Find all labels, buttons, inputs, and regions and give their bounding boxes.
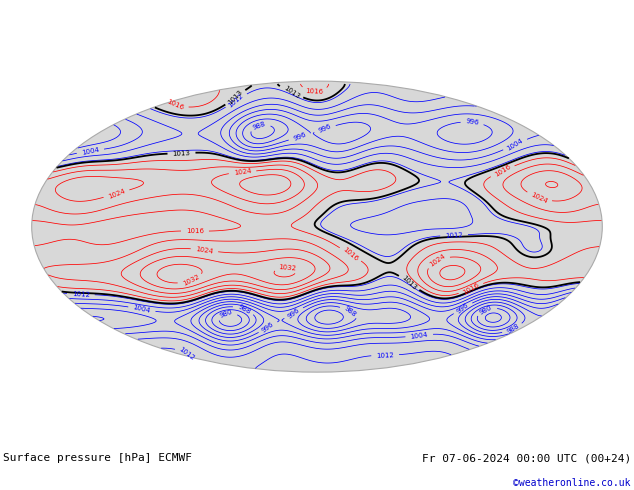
Text: 996: 996 — [292, 131, 307, 142]
Text: 1024: 1024 — [107, 188, 126, 199]
Text: 988: 988 — [236, 303, 252, 315]
Text: 1024: 1024 — [529, 191, 548, 204]
Text: 1004: 1004 — [133, 304, 152, 314]
Text: 996: 996 — [287, 307, 301, 319]
Text: 996: 996 — [261, 321, 275, 334]
Ellipse shape — [32, 81, 602, 372]
Text: 996: 996 — [318, 123, 332, 134]
Text: 1016: 1016 — [342, 246, 359, 263]
Text: 1012: 1012 — [228, 93, 245, 109]
Text: 1016: 1016 — [462, 281, 481, 295]
Text: 1012: 1012 — [178, 346, 196, 362]
Text: 1024: 1024 — [195, 246, 214, 254]
Text: 996: 996 — [465, 119, 479, 126]
Text: 1024: 1024 — [233, 168, 252, 176]
Text: 1016: 1016 — [165, 98, 184, 111]
Text: 980: 980 — [219, 309, 233, 319]
Text: 996: 996 — [456, 302, 470, 315]
Text: 988: 988 — [505, 322, 520, 335]
Text: ©weatheronline.co.uk: ©weatheronline.co.uk — [514, 478, 631, 488]
Text: 980: 980 — [479, 304, 493, 316]
Text: 1016: 1016 — [306, 88, 324, 95]
Text: 988: 988 — [252, 121, 266, 131]
Text: Fr 07-06-2024 00:00 UTC (00+24): Fr 07-06-2024 00:00 UTC (00+24) — [422, 453, 631, 463]
Text: 1032: 1032 — [278, 264, 297, 271]
Text: 1032: 1032 — [182, 273, 200, 287]
Text: 1024: 1024 — [428, 253, 446, 268]
Text: 1012: 1012 — [445, 232, 463, 239]
Text: 988: 988 — [343, 305, 358, 318]
Text: 1013: 1013 — [227, 89, 244, 106]
Text: 1012: 1012 — [72, 291, 90, 298]
Text: Surface pressure [hPa] ECMWF: Surface pressure [hPa] ECMWF — [3, 453, 192, 463]
Text: 1013: 1013 — [172, 150, 191, 157]
Text: 1016: 1016 — [493, 164, 512, 178]
Text: 1016: 1016 — [186, 228, 204, 234]
Text: 1013: 1013 — [282, 84, 301, 99]
Text: 1004: 1004 — [81, 146, 100, 156]
Text: 1004: 1004 — [506, 137, 524, 152]
Text: 1004: 1004 — [410, 331, 429, 340]
Text: 1013: 1013 — [401, 274, 418, 291]
Text: 1012: 1012 — [376, 352, 394, 359]
